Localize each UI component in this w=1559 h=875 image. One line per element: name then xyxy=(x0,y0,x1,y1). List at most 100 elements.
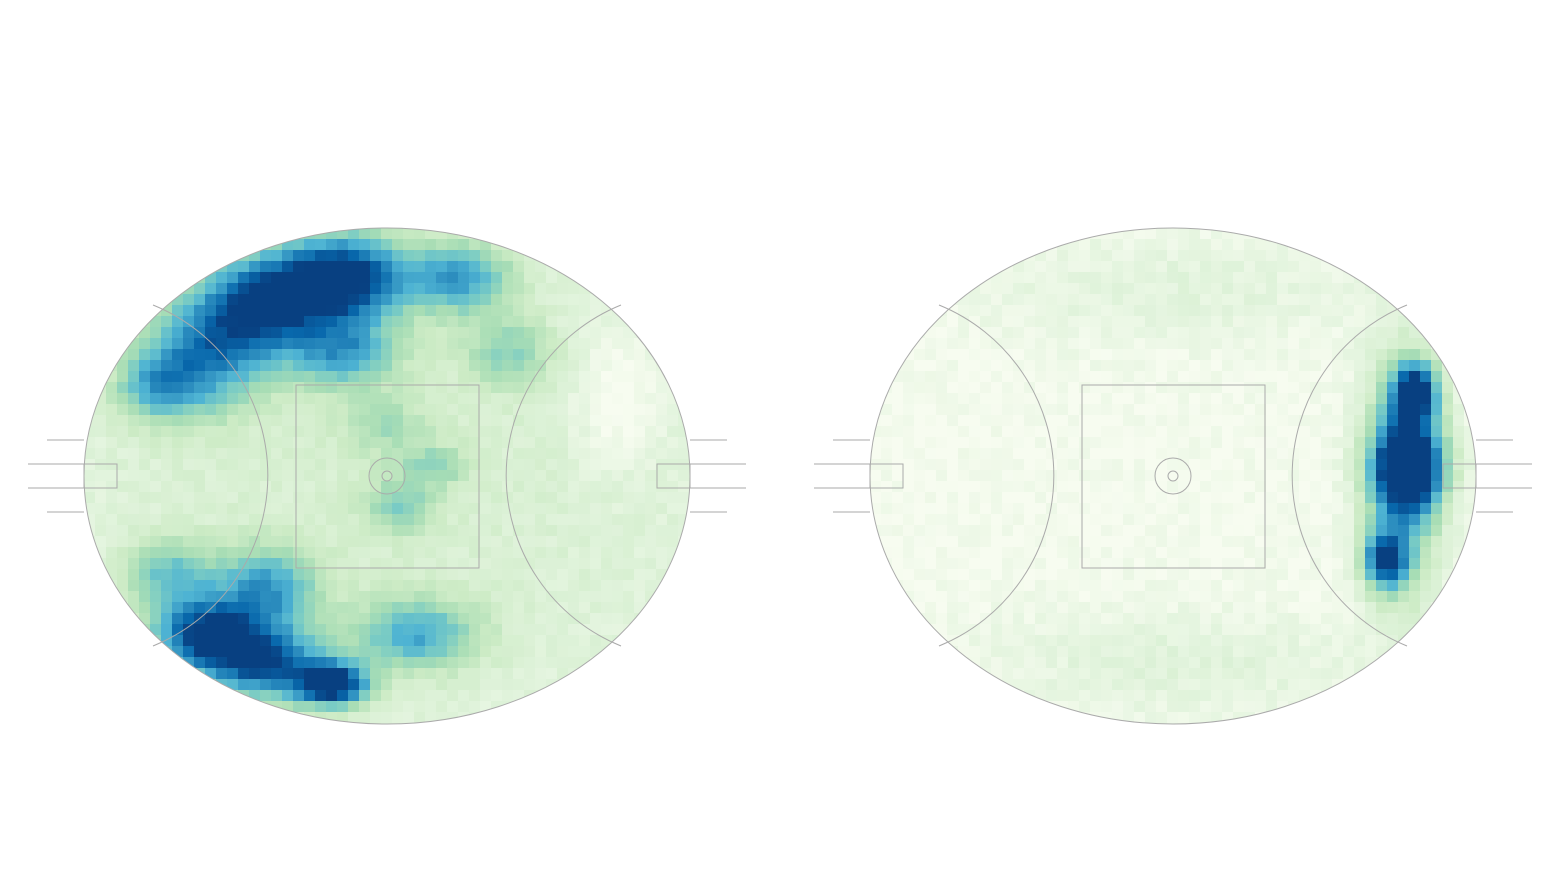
heatmap-cell xyxy=(969,591,981,603)
heatmap-cell xyxy=(1420,470,1432,482)
heatmap-cell xyxy=(1409,514,1421,526)
heatmap-cell xyxy=(667,459,679,471)
heatmap-cell xyxy=(991,525,1003,537)
heatmap-cell xyxy=(249,635,261,647)
heatmap-cell xyxy=(1167,481,1179,493)
heatmap-cell xyxy=(1343,349,1355,361)
heatmap-cell xyxy=(1244,360,1256,372)
heatmap-cell xyxy=(1222,679,1234,691)
heatmap-cell xyxy=(1112,613,1124,625)
heatmap-cell xyxy=(425,624,437,636)
heatmap-cell xyxy=(1354,481,1366,493)
heatmap-cell xyxy=(678,558,690,570)
heatmap-cell xyxy=(348,426,360,438)
heatmap-cell xyxy=(557,393,569,405)
heatmap-cell xyxy=(524,393,536,405)
heatmap-cell xyxy=(458,415,470,427)
heatmap-cell xyxy=(612,580,624,592)
heatmap-cell xyxy=(678,492,690,504)
heatmap-cell xyxy=(414,261,426,273)
heatmap-cell xyxy=(1046,558,1058,570)
heatmap-cell xyxy=(348,635,360,647)
heatmap-cell xyxy=(1266,690,1278,702)
heatmap-cell xyxy=(1255,338,1267,350)
heatmap-cell xyxy=(348,525,360,537)
heatmap-cell xyxy=(892,382,904,394)
heatmap-cell xyxy=(238,261,250,273)
heatmap-cell xyxy=(634,448,646,460)
heatmap-cell xyxy=(1112,635,1124,647)
heatmap-cell xyxy=(260,591,272,603)
heatmap-cell xyxy=(282,536,294,548)
heatmap-cell xyxy=(1013,404,1025,416)
heatmap-cell xyxy=(1409,569,1421,581)
heatmap-cell xyxy=(1222,701,1234,713)
heatmap-cell xyxy=(315,635,327,647)
heatmap-cell xyxy=(1233,613,1245,625)
heatmap-cell xyxy=(238,459,250,471)
heatmap-cell xyxy=(1211,701,1223,713)
heatmap-cell xyxy=(1178,547,1190,559)
heatmap-cell xyxy=(205,305,217,317)
heatmap-cell xyxy=(947,404,959,416)
heatmap-cell xyxy=(205,690,217,702)
heatmap-cell xyxy=(634,393,646,405)
heatmap-cell xyxy=(1156,448,1168,460)
heatmap-cell xyxy=(1233,723,1245,724)
heatmap-cell xyxy=(1123,536,1135,548)
heatmap-cell xyxy=(458,657,470,669)
heatmap-cell xyxy=(568,514,580,526)
heatmap-cell xyxy=(150,558,162,570)
heatmap-cell xyxy=(491,349,503,361)
heatmap-cell xyxy=(1233,349,1245,361)
heatmap-cell xyxy=(958,580,970,592)
heatmap-cell xyxy=(1200,426,1212,438)
heatmap-cell xyxy=(469,723,481,724)
heatmap-cell xyxy=(1299,602,1311,614)
heatmap-cell xyxy=(271,712,283,724)
heatmap-cell xyxy=(1354,437,1366,449)
heatmap-cell xyxy=(1134,239,1146,251)
heatmap-cell xyxy=(1431,393,1443,405)
heatmap-cell xyxy=(315,536,327,548)
heatmap-cell xyxy=(436,624,448,636)
heatmap-cell xyxy=(557,250,569,262)
heatmap-cell xyxy=(348,624,360,636)
heatmap-cell xyxy=(969,679,981,691)
heatmap-cell xyxy=(546,294,558,306)
heatmap-cell xyxy=(1046,580,1058,592)
heatmap-cell xyxy=(1299,294,1311,306)
heatmap-cell xyxy=(117,426,129,438)
heatmap-cell xyxy=(238,602,250,614)
heatmap-cell xyxy=(1321,580,1333,592)
heatmap-cell xyxy=(458,525,470,537)
heatmap-cell xyxy=(271,305,283,317)
heatmap-cell xyxy=(150,437,162,449)
heatmap-cell xyxy=(1167,723,1179,724)
heatmap-cell xyxy=(1310,426,1322,438)
heatmap-cell xyxy=(667,371,679,383)
heatmap-cell xyxy=(1013,239,1025,251)
heatmap-cell xyxy=(1024,415,1036,427)
heatmap-cell xyxy=(117,525,129,537)
heatmap-cell xyxy=(480,646,492,658)
heatmap-cell xyxy=(1343,393,1355,405)
heatmap-cell xyxy=(1420,426,1432,438)
heatmap-cell xyxy=(1090,272,1102,284)
heatmap-cell xyxy=(348,547,360,559)
heatmap-cell xyxy=(579,514,591,526)
heatmap-cell xyxy=(172,382,184,394)
heatmap-cell xyxy=(227,283,239,295)
heatmap-cell xyxy=(1299,701,1311,713)
heatmap-cell xyxy=(1332,657,1344,669)
heatmap-cell xyxy=(925,448,937,460)
heatmap-cell xyxy=(936,393,948,405)
heatmap-cell xyxy=(359,283,371,295)
heatmap-cell xyxy=(480,613,492,625)
heatmap-cell xyxy=(535,272,547,284)
heatmap-cell xyxy=(1046,305,1058,317)
heatmap-cell xyxy=(1156,657,1168,669)
heatmap-cell xyxy=(183,437,195,449)
heatmap-cell xyxy=(980,261,992,273)
heatmap-cell xyxy=(1211,668,1223,680)
